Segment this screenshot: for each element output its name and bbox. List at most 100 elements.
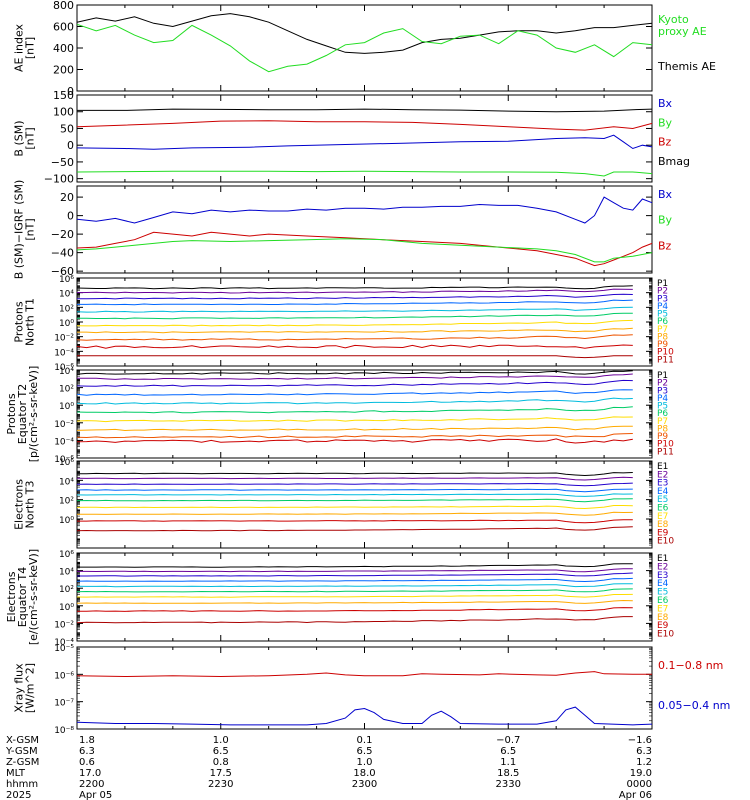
y-tick-label: 0 (67, 210, 74, 223)
flux-band-line (76, 498, 633, 503)
y-tick-label: 0 (67, 85, 74, 98)
y-tick-label: 0 (67, 139, 74, 152)
y-tick-label: 10⁻⁶ (54, 671, 74, 681)
ephemeris-value: 2330 (496, 779, 521, 790)
flux-band-line (76, 583, 633, 588)
legend-entry: P9 (657, 340, 668, 350)
y-tick-label: 20 (60, 191, 74, 204)
legend-entry: P8 (657, 332, 668, 342)
flux-band-line (76, 488, 633, 493)
y-tick-label: 10⁰ (59, 319, 74, 329)
y-tick-label: −100 (44, 173, 74, 186)
panel-xray: 10⁻⁸ 10⁻⁷ 10⁻⁶ 10⁻⁵ Xray flux[W/m^2] 0.1−0.8 … (13, 644, 731, 736)
flux-band-line (77, 519, 633, 524)
y-tick-label: 10⁻² (54, 334, 74, 344)
flux-band-line (76, 334, 633, 341)
ephemeris-value: 1.0 (357, 757, 373, 768)
legend-entry: E1 (657, 554, 668, 564)
flux-band-line (76, 379, 633, 387)
flux-band-line (77, 355, 633, 359)
flux-band-line (77, 568, 633, 573)
legend-entry: 0.1−0.8 nm (658, 659, 723, 672)
series-line (76, 238, 653, 263)
legend-entry: Bz (658, 239, 672, 252)
legend-entry: E8 (657, 613, 669, 623)
legend-entry: P4 (657, 394, 668, 404)
series-line (76, 23, 653, 73)
ephemeris-value: 6.5 (500, 746, 516, 757)
flux-band-line (76, 306, 633, 313)
legend-entry: P2 (657, 379, 668, 389)
ephemeris-value: 1.2 (636, 757, 652, 768)
legend-entry: E7 (657, 604, 668, 614)
y-tick-label: 10⁰ (59, 516, 74, 526)
y-tick-label: 10² (59, 497, 74, 507)
flux-band-line (77, 373, 633, 380)
y-axis-label: Equator T2 (16, 384, 29, 444)
legend-entry: P3 (657, 386, 668, 396)
flux-band-line (76, 416, 633, 423)
ephemeris-value: 6.5 (357, 746, 373, 757)
y-tick-label: 10⁻⁸ (54, 726, 74, 736)
y-tick-label: −20 (51, 228, 74, 241)
legend-entry: By (658, 116, 673, 129)
series-line (76, 671, 652, 678)
y-tick-label: 10⁻⁴ (54, 638, 74, 648)
flux-band-line (76, 482, 633, 487)
flux-band-line (77, 299, 633, 306)
ephemeris-value: 0.8 (213, 757, 229, 768)
y-tick-label: 10⁴ (59, 290, 74, 300)
panel-frame (76, 646, 653, 730)
legend-entry: E4 (657, 579, 669, 589)
ephemeris-row-label: X-GSM (6, 735, 39, 746)
legend-entry: P6 (657, 317, 668, 327)
y-tick-label: 10² (59, 304, 74, 314)
y-tick-label: 600 (53, 21, 74, 34)
legend-entry: P4 (657, 302, 668, 312)
flux-band-line (76, 344, 633, 349)
flux-band-line (76, 472, 633, 477)
y-axis-label: [nT] (24, 127, 37, 149)
ephemeris-value: 6.3 (636, 746, 652, 757)
y-tick-label: 10⁻² (54, 420, 74, 430)
ephemeris-row-label: MLT (6, 768, 26, 779)
y-axis-label: North T1 (24, 298, 37, 346)
legend-entry: E2 (657, 470, 668, 480)
y-axis-label: Equator T4 (16, 567, 29, 627)
legend-entry: P5 (657, 310, 668, 320)
legend-entry: Bmag (658, 155, 690, 168)
y-axis-label: Electrons (13, 479, 26, 530)
legend-entry: E3 (657, 479, 668, 489)
series-line (76, 706, 653, 726)
y-tick-label: 10⁶ (59, 458, 74, 468)
flux-band-line (76, 577, 633, 583)
y-tick-label: −60 (51, 265, 74, 278)
series-line (76, 170, 653, 177)
y-axis-label: Protons (13, 301, 26, 342)
ephemeris-value: 0.1 (357, 735, 373, 746)
y-axis-label: [e/(cm²-s-sr-keV)] (27, 549, 40, 645)
y-axis-label: B (SM)−IGRF (SM) (13, 180, 26, 280)
panel-frame (76, 4, 653, 92)
legend-entry: P9 (657, 432, 668, 442)
flux-band-line (76, 389, 633, 396)
y-tick-label: 10² (59, 385, 74, 395)
flux-band-line (76, 397, 633, 405)
ephemeris-row-label: 2025 (6, 790, 31, 800)
ephemeris-row-label: Z-GSM (6, 757, 39, 768)
legend-entry: proxy AE (658, 25, 707, 38)
y-tick-label: 100 (53, 106, 74, 119)
panel-b_igrf: 20 0 −20 −40 −60 B (SM)−IGRF (SM)[nT] Bx By Bz (13, 180, 673, 280)
legend-entry: E5 (657, 588, 668, 598)
flux-band-line (76, 493, 633, 497)
flux-band-line (76, 285, 633, 290)
ephemeris-value: 6.5 (213, 746, 229, 757)
ephemeris-row-label: Y-GSM (5, 746, 38, 757)
series-line (76, 231, 653, 267)
flux-band-line (76, 593, 633, 598)
ephemeris-value: 6.3 (79, 746, 95, 757)
panel-frame (76, 185, 653, 274)
